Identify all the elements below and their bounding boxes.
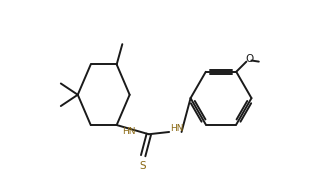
Text: HN: HN (170, 124, 184, 133)
Text: HN: HN (123, 127, 136, 136)
Text: S: S (139, 161, 146, 171)
Text: O: O (245, 54, 253, 64)
